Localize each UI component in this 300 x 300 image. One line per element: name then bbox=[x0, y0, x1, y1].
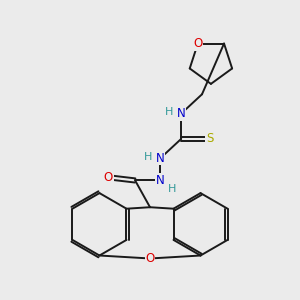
Text: O: O bbox=[193, 37, 203, 50]
Text: N: N bbox=[156, 174, 165, 187]
Text: S: S bbox=[206, 132, 213, 146]
Text: H: H bbox=[144, 152, 152, 162]
Text: N: N bbox=[177, 107, 186, 120]
Text: N: N bbox=[156, 152, 165, 165]
Text: O: O bbox=[104, 171, 113, 184]
Text: H: H bbox=[168, 184, 176, 194]
Text: O: O bbox=[146, 252, 154, 265]
Text: H: H bbox=[164, 107, 173, 117]
